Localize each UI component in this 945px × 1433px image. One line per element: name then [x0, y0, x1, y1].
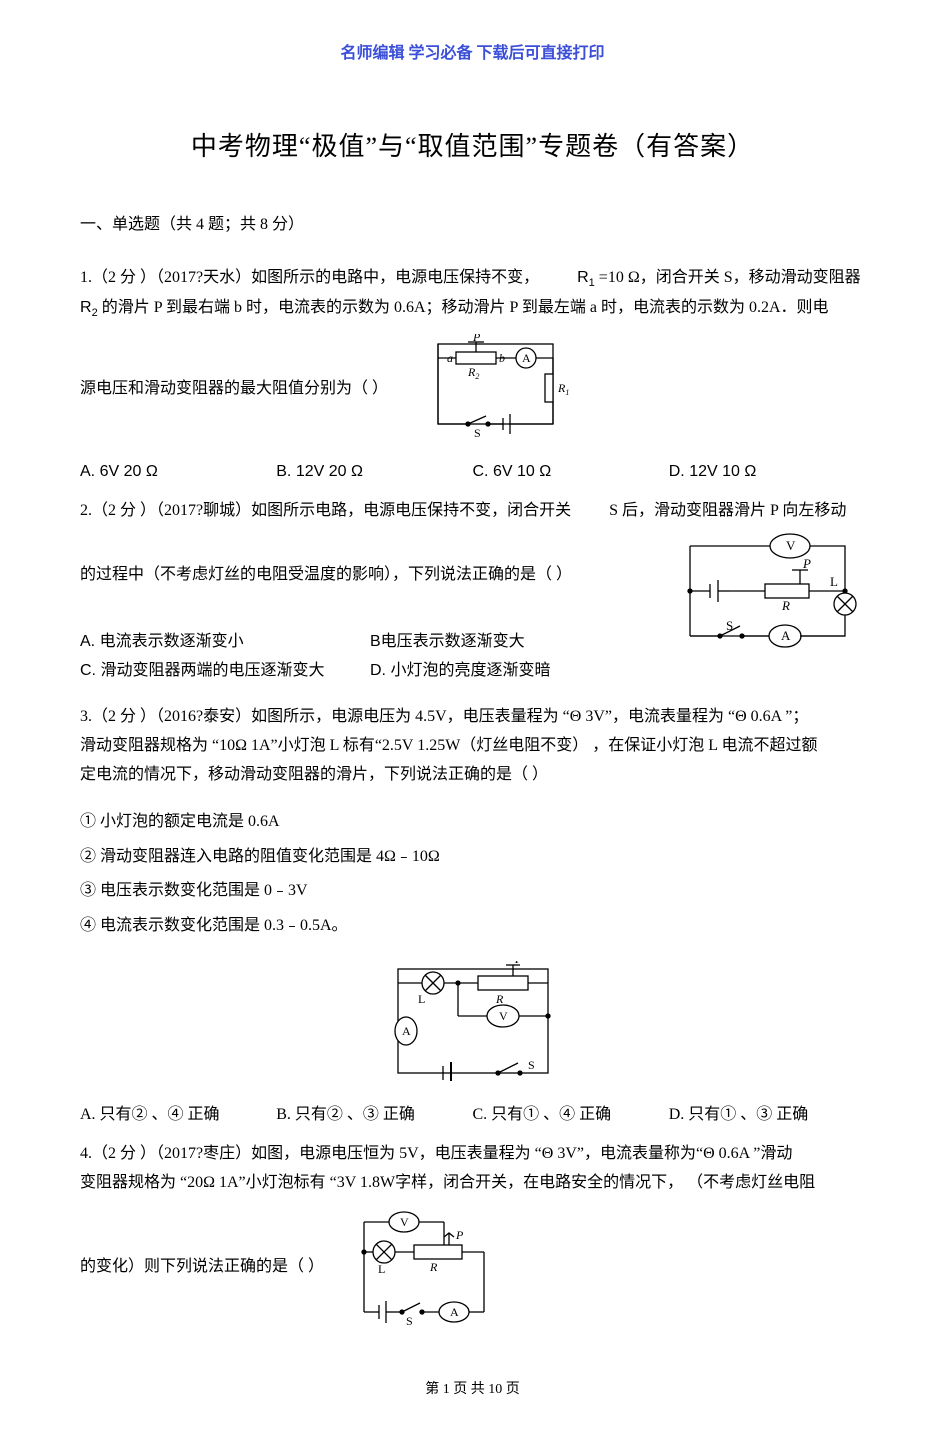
q1-optC: C. 6V 10 Ω	[473, 458, 669, 487]
q3-optD: D. 只有① 、③ 正确	[669, 1101, 865, 1130]
q1-text-c: =10 Ω，闭合开关 S，移动滑动变阻器	[599, 269, 861, 286]
q4-fig-L: L	[378, 1262, 385, 1276]
q3-line1: 3.（2 分 ）（2016?泰安）如图所示，电源电压为 4.5V，电压表量程为 …	[80, 703, 865, 732]
q1-fig-P: P	[472, 334, 481, 344]
q3-fig-R: R	[495, 992, 504, 1006]
question-2: 2.（2 分 ）（2017?聊城）如图所示电路，电源电压保持不变，闭合开关 S …	[80, 497, 865, 693]
q3-statements: ① 小灯泡的额定电流是 0.6A ② 滑动变阻器连入电路的阻值变化范围是 4Ω﹣…	[80, 808, 865, 941]
document-title: 中考物理“极值”与“取值范围”专题卷（有答案）	[80, 124, 865, 171]
q4-line3-with-fig: 的变化）则下列说法正确的是（ ）	[80, 1207, 865, 1327]
q1-line3-text: 源电压和滑动变阻器的最大阻值分别为（ ）	[80, 375, 388, 404]
q3-optC: C. 只有① 、④ 正确	[473, 1101, 669, 1130]
q3-fig-A: A	[402, 1024, 411, 1038]
q2-optD: D. 小灯泡的亮度逐渐变暗	[370, 657, 660, 686]
q1-r2-sub: 2	[92, 308, 98, 320]
q1-r2-sym: R	[80, 299, 92, 316]
q3-s4: ④ 电流表示数变化范围是 0.3﹣0.5A。	[80, 912, 865, 941]
q1-fig-a: a	[447, 351, 453, 365]
q1-line1: 1.（2 分 ）（2017?天水）如图所示的电路中，电源电压保持不变， R1 =…	[80, 264, 865, 294]
q4-line3-text: 的变化）则下列说法正确的是（ ）	[80, 1253, 324, 1282]
question-3: 3.（2 分 ）（2016?泰安）如图所示，电源电压为 4.5V，电压表量程为 …	[80, 703, 865, 1129]
q3-circuit-figure: L R V A P S	[80, 961, 865, 1081]
q2-optC: C. 滑动变阻器两端的电压逐渐变大	[80, 657, 370, 686]
q2-line2: 的过程中（不考虑灯丝的电阻受温度的影响），下列说法正确的是（ ）	[80, 561, 865, 590]
header-note: 名师编辑 学习必备 下载后可直接打印	[80, 40, 865, 69]
q3-line3: 定电流的情况下，移动滑动变阻器的滑片，下列说法正确的是（ ）	[80, 761, 865, 790]
page-footer: 第 1 页 共 10 页	[80, 1377, 865, 1402]
q4-circuit-figure: V L R P S A	[344, 1207, 504, 1327]
svg-text:R1: R1	[557, 381, 569, 397]
svg-text:R2: R2	[467, 365, 479, 381]
q3-fig-L: L	[418, 992, 425, 1006]
q2-text-a: 2.（2 分 ）（2017?聊城）如图所示电路，电源电压保持不变，闭合开关	[80, 502, 571, 519]
q3-circuit-icon: L R V A P S	[388, 961, 558, 1081]
page: 名师编辑 学习必备 下载后可直接打印 中考物理“极值”与“取值范围”专题卷（有答…	[0, 0, 945, 1433]
q1-circuit-icon: P a b R2 R1 S A	[408, 334, 583, 444]
q4-circuit-icon: V L R P S A	[344, 1207, 504, 1327]
q1-fig-S: S	[474, 426, 481, 440]
q3-s2: ② 滑动变阻器连入电路的阻值变化范围是 4Ω﹣10Ω	[80, 843, 865, 872]
q3-fig-V: V	[499, 1009, 508, 1023]
q2-fig-A: A	[781, 628, 791, 643]
q3-optA: A. 只有② 、④ 正确	[80, 1101, 276, 1130]
q1-r1-sub: 1	[589, 278, 595, 290]
q1-text-a: 1.（2 分 ）（2017?天水）如图所示的电路中，电源电压保持不变，	[80, 269, 539, 286]
q2-circuit-icon: V P R L S A	[670, 526, 865, 656]
q2-fig-S: S	[726, 618, 733, 633]
q2-optB: B电压表示数逐渐变大	[370, 628, 660, 657]
q2-options: A. A. 电流表示数逐渐变小电流表示数逐渐变小 B电压表示数逐渐变大 C. 滑…	[80, 628, 660, 686]
q3-s3: ③ 电压表示数变化范围是 0﹣3V	[80, 877, 865, 906]
q4-fig-R: R	[429, 1260, 438, 1274]
q2-circuit-figure: V P R L S A	[670, 526, 865, 656]
q2-line1: 2.（2 分 ）（2017?聊城）如图所示电路，电源电压保持不变，闭合开关 S …	[80, 497, 865, 526]
q1-optD: D. 12V 10 Ω	[669, 458, 865, 487]
q4-fig-V: V	[400, 1215, 409, 1229]
q2-fig-R: R	[781, 598, 790, 613]
q1-optB: B. 12V 20 Ω	[276, 458, 472, 487]
q1-fig-R1s: 1	[565, 388, 569, 397]
q3-options: A. 只有② 、④ 正确 B. 只有② 、③ 正确 C. 只有① 、④ 正确 D…	[80, 1101, 865, 1130]
q4-fig-S: S	[406, 1314, 413, 1327]
q2-fig-V: V	[786, 538, 796, 553]
q2-optA: A. A. 电流表示数逐渐变小电流表示数逐渐变小	[80, 628, 370, 657]
q4-line2: 变阻器规格为 “20Ω 1A”小灯泡标有 “3V 1.8W字样，闭合开关，在电路…	[80, 1169, 865, 1198]
q3-fig-P: P	[514, 961, 523, 966]
q1-r1-sym: R	[577, 269, 589, 286]
q1-line3-with-fig: 源电压和滑动变阻器的最大阻值分别为（ ）	[80, 334, 865, 444]
q1-line2: R2 的滑片 P 到最右端 b 时，电流表的示数为 0.6A；移动滑片 P 到最…	[80, 294, 865, 324]
section-heading: 一、单选题（共 4 题；共 8 分）	[80, 211, 865, 240]
q3-line2: 滑动变阻器规格为 “10Ω 1A”小灯泡 L 标有“2.5V 1.25W（灯丝电…	[80, 732, 865, 761]
q1-options: A. 6V 20 Ω B. 12V 20 Ω C. 6V 10 Ω D. 12V…	[80, 458, 865, 487]
q4-line1: 4.（2 分 ）（2017?枣庄）如图，电源电压恒为 5V，电压表量程为 “Θ …	[80, 1140, 865, 1169]
svg-text:A: A	[522, 351, 531, 365]
q1-optA: A. 6V 20 Ω	[80, 458, 276, 487]
q3-s1: ① 小灯泡的额定电流是 0.6A	[80, 808, 865, 837]
q1-text-l2b: 的滑片 P 到最右端 b 时，电流表的示数为 0.6A；移动滑片 P 到最左端 …	[102, 299, 829, 316]
question-4: 4.（2 分 ）（2017?枣庄）如图，电源电压恒为 5V，电压表量程为 “Θ …	[80, 1140, 865, 1328]
q3-fig-S: S	[528, 1058, 535, 1072]
q3-optB: B. 只有② 、③ 正确	[276, 1101, 472, 1130]
q1-fig-R2s: 2	[475, 372, 479, 381]
q4-fig-A: A	[450, 1305, 459, 1319]
q1-fig-b: b	[499, 351, 505, 365]
question-1: 1.（2 分 ）（2017?天水）如图所示的电路中，电源电压保持不变， R1 =…	[80, 264, 865, 487]
q1-circuit-figure: P a b R2 R1 S A	[408, 334, 583, 444]
q2-text-b: S 后，滑动变阻器滑片 P 向左移动	[609, 502, 846, 519]
q4-fig-P: P	[455, 1228, 464, 1242]
